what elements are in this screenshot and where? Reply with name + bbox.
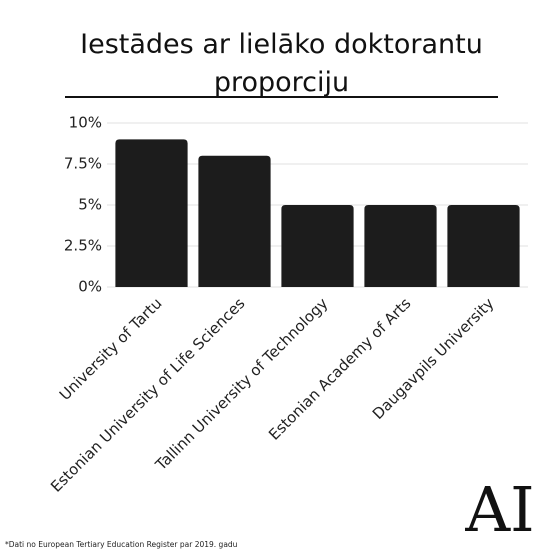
x-tick-label: Tallinn University of Technology (151, 294, 331, 474)
y-tick-label: 7.5% (64, 155, 102, 173)
bar (281, 205, 354, 287)
x-tick-label: Estonian Academy of Arts (265, 294, 415, 444)
footnote: *Dati no European Tertiary Education Reg… (5, 540, 238, 549)
y-tick-label: 10% (69, 114, 102, 132)
bar (447, 205, 520, 287)
y-tick-label: 2.5% (64, 237, 102, 255)
bar (198, 155, 271, 287)
bar (364, 205, 437, 287)
bar (115, 139, 188, 287)
y-tick-label: 5% (78, 196, 102, 214)
logo: AI (464, 473, 534, 546)
chart-title: Iestādes ar lielāko doktorantu proporcij… (80, 29, 483, 98)
y-tick-label: 0% (78, 278, 102, 296)
